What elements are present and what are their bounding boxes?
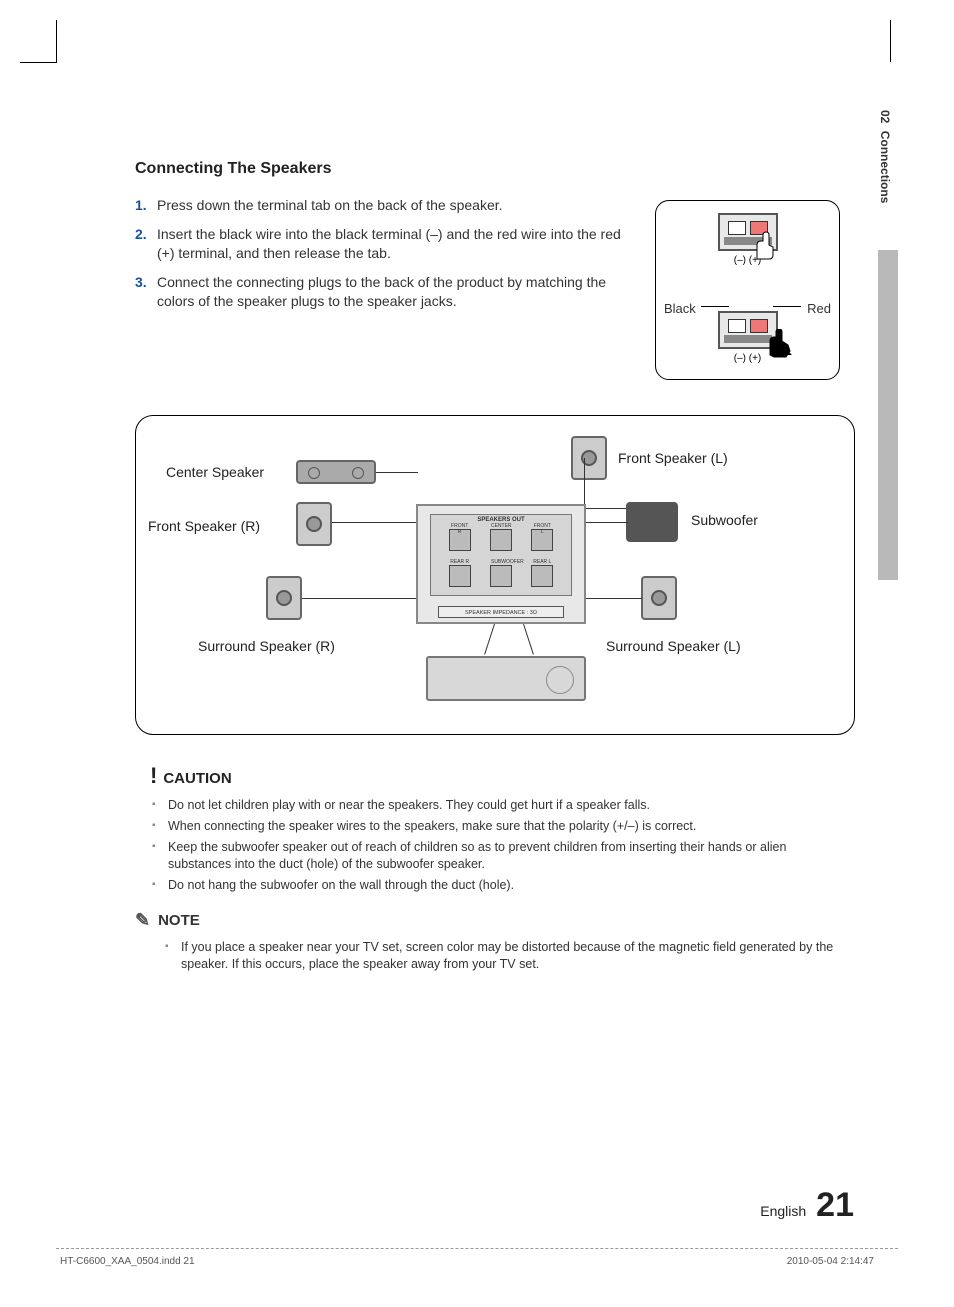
amp-terminal-panel-icon: SPEAKERS OUT FRONT R CENTER FRONT L REAR…	[416, 504, 586, 624]
caution-item: Do not hang the subwoofer on the wall th…	[150, 877, 840, 894]
crop-mark	[56, 20, 57, 62]
crop-mark	[20, 62, 57, 63]
center-speaker-icon	[296, 460, 376, 484]
subwoofer-label: Subwoofer	[691, 512, 758, 528]
step-number: 3.	[135, 273, 157, 311]
polarity-label: (–) (+)	[656, 353, 839, 364]
section-label: Connections	[878, 131, 892, 204]
step-number: 2.	[135, 225, 157, 263]
surround-l-speaker-icon	[641, 576, 677, 620]
footer-language: English	[760, 1203, 806, 1219]
step-item: 1.Press down the terminal tab on the bac…	[135, 196, 635, 215]
leader-line	[701, 306, 729, 307]
note-block: ✎ NOTE If you place a speaker near your …	[135, 910, 835, 977]
impedance-label: SPEAKER IMPEDANCE : 3Ω	[438, 606, 564, 618]
terminal-illustration: (–) (+) Black Red (–) (+)	[655, 200, 840, 380]
surround-r-label: Surround Speaker (R)	[198, 638, 335, 654]
jack-label: FRONT L	[532, 523, 552, 535]
main-unit-icon	[426, 656, 586, 701]
page-number: 21	[816, 1186, 854, 1225]
thumb-tab-bar	[878, 250, 898, 580]
wire	[584, 508, 626, 509]
wire	[584, 458, 585, 508]
note-heading: NOTE	[158, 912, 200, 929]
footer-timestamp: 2010-05-04 2:14:47	[787, 1256, 874, 1267]
wire	[332, 522, 418, 523]
wire	[376, 472, 418, 473]
front-l-speaker-icon	[571, 436, 607, 480]
wire	[302, 598, 418, 599]
section-tab: 02 Connections	[874, 110, 892, 203]
callout-line	[494, 624, 524, 656]
step-text: Insert the black wire into the black ter…	[157, 225, 635, 263]
black-label: Black	[664, 301, 696, 316]
surround-l-label: Surround Speaker (L)	[606, 638, 741, 654]
steps-list: 1.Press down the terminal tab on the bac…	[135, 196, 635, 310]
note-list: If you place a speaker near your TV set,…	[163, 939, 835, 973]
jack-label: SUBWOOFER	[491, 559, 511, 565]
jack-label: CENTER	[491, 523, 511, 529]
section-title: Connecting The Speakers	[135, 160, 855, 178]
front-r-label: Front Speaker (R)	[148, 518, 260, 534]
step-number: 1.	[135, 196, 157, 215]
caution-heading: CAUTION	[163, 770, 231, 787]
caution-item: When connecting the speaker wires to the…	[150, 818, 840, 835]
red-label: Red	[807, 301, 831, 316]
step-text: Press down the terminal tab on the back …	[157, 196, 503, 215]
note-icon: ✎	[135, 910, 150, 931]
jack-label: FRONT R	[450, 523, 470, 535]
caution-item: Keep the subwoofer speaker out of reach …	[150, 839, 840, 873]
footer-filename: HT-C6600_XAA_0504.indd 21	[60, 1256, 195, 1267]
caution-item: Do not let children play with or near th…	[150, 797, 840, 814]
hand-icon	[751, 231, 777, 261]
surround-r-speaker-icon	[266, 576, 302, 620]
wire	[584, 522, 628, 523]
hand-icon	[766, 329, 792, 359]
crop-mark	[890, 20, 891, 62]
leader-line	[773, 306, 801, 307]
subwoofer-icon	[626, 502, 678, 542]
wiring-diagram: Center Speaker Front Speaker (R) Front S…	[135, 415, 855, 735]
step-item: 2.Insert the black wire into the black t…	[135, 225, 635, 263]
center-speaker-label: Center Speaker	[166, 464, 264, 480]
page-footer: English 21	[760, 1186, 854, 1225]
section-number: 02	[878, 110, 892, 123]
polarity-label: (–) (+)	[656, 255, 839, 266]
front-r-speaker-icon	[296, 502, 332, 546]
step-item: 3.Connect the connecting plugs to the ba…	[135, 273, 635, 311]
front-l-label: Front Speaker (L)	[618, 450, 728, 466]
caution-list: Do not let children play with or near th…	[150, 797, 840, 893]
note-item: If you place a speaker near your TV set,…	[163, 939, 835, 973]
jack-label: REAR L	[532, 559, 552, 565]
jack-label: REAR R	[450, 559, 470, 565]
cut-line	[56, 1248, 898, 1249]
step-text: Connect the connecting plugs to the back…	[157, 273, 635, 311]
caution-icon: !	[150, 763, 157, 789]
wire	[584, 598, 642, 599]
caution-block: ! CAUTION Do not let children play with …	[150, 763, 840, 897]
